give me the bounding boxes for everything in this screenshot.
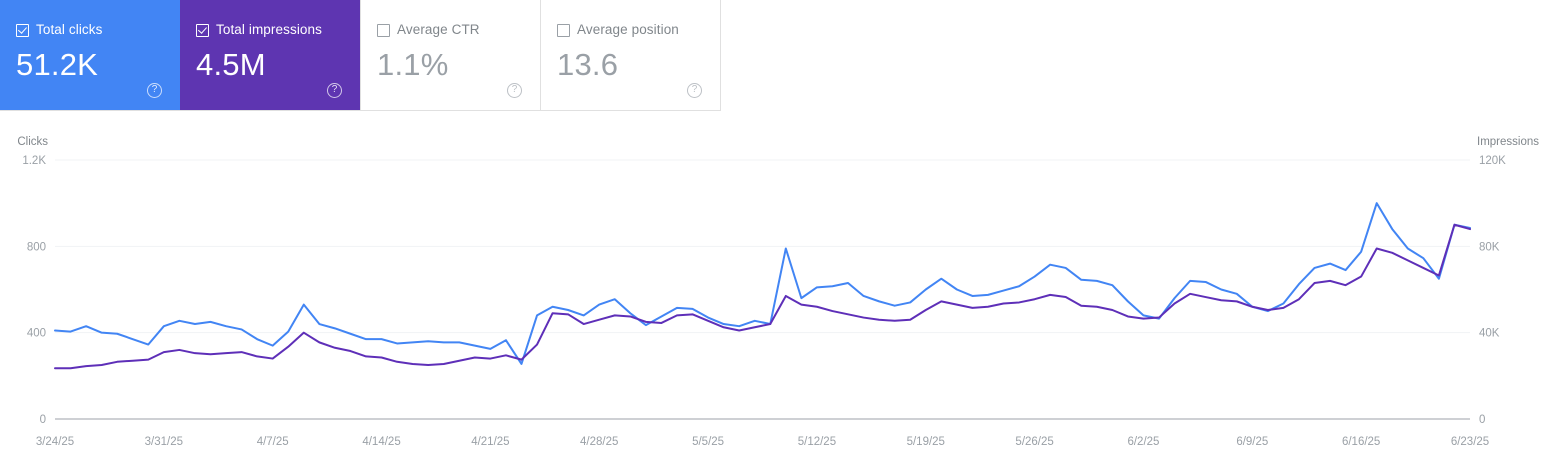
metric-label: Average CTR bbox=[397, 22, 480, 37]
right-axis-tick: 80K bbox=[1479, 241, 1500, 253]
x-axis-tick: 5/5/25 bbox=[692, 436, 724, 448]
x-axis-tick: 4/28/25 bbox=[580, 436, 618, 448]
x-axis-tick: 6/2/25 bbox=[1127, 436, 1159, 448]
left-axis-tick: 400 bbox=[27, 328, 46, 340]
x-axis-tick: 5/19/25 bbox=[907, 436, 945, 448]
help-icon[interactable]: ? bbox=[147, 83, 162, 98]
metric-card-1[interactable]: Total impressions 4.5M? bbox=[180, 0, 360, 110]
x-axis-tick: 4/21/25 bbox=[471, 436, 509, 448]
series-line-clicks bbox=[54, 202, 1471, 365]
metric-value: 4.5M bbox=[196, 47, 266, 82]
series-line-impressions bbox=[54, 223, 1471, 370]
x-axis-tick: 3/24/25 bbox=[36, 436, 74, 448]
right-axis-title: Impressions bbox=[1477, 136, 1539, 148]
checkbox-icon[interactable] bbox=[557, 23, 570, 37]
x-axis-tick: 4/14/25 bbox=[362, 436, 400, 448]
x-axis-tick: 4/7/25 bbox=[257, 436, 289, 448]
left-axis-tick: 1.2K bbox=[22, 155, 46, 167]
metric-value: 51.2K bbox=[16, 47, 99, 82]
x-axis-tick: 5/12/25 bbox=[798, 436, 836, 448]
x-axis-tick: 6/16/25 bbox=[1342, 436, 1380, 448]
checkbox-icon[interactable] bbox=[377, 23, 390, 37]
x-axis-tick: 6/23/25 bbox=[1451, 436, 1489, 448]
metric-card-row: Total clicks 51.2K? Total impressions 4.5M?… bbox=[0, 0, 721, 111]
metric-card-3[interactable]: Average position 13.6? bbox=[540, 0, 720, 110]
metric-header: Average position bbox=[557, 22, 720, 38]
x-axis-tick: 3/31/25 bbox=[145, 436, 183, 448]
performance-chart: Clicks Impressions 0 400 800 1.2K 0 40K 80K 120K 3… bbox=[0, 111, 1557, 474]
metric-card-0[interactable]: Total clicks 51.2K? bbox=[0, 0, 180, 110]
metric-card-2[interactable]: Average CTR 1.1%? bbox=[360, 0, 540, 110]
metric-header: Total clicks bbox=[16, 22, 180, 38]
help-icon[interactable]: ? bbox=[687, 83, 702, 98]
right-axis-tick: 0 bbox=[1479, 414, 1485, 426]
help-icon[interactable]: ? bbox=[327, 83, 342, 98]
metric-header: Average CTR bbox=[377, 22, 540, 38]
left-axis-title: Clicks bbox=[17, 136, 48, 148]
left-axis-tick: 0 bbox=[40, 414, 46, 426]
x-axis-tick: 6/9/25 bbox=[1236, 436, 1268, 448]
checkbox-icon[interactable] bbox=[196, 23, 209, 37]
right-axis-tick: 40K bbox=[1479, 328, 1500, 340]
help-icon[interactable]: ? bbox=[507, 83, 522, 98]
metric-label: Total clicks bbox=[36, 22, 103, 37]
chart-svg: Clicks Impressions 0 400 800 1.2K 0 40K 80K 120K 3… bbox=[17, 136, 1539, 448]
metric-value: 13.6 bbox=[557, 47, 619, 82]
metric-label: Average position bbox=[577, 22, 679, 37]
metric-label: Total impressions bbox=[216, 22, 322, 37]
metric-value: 1.1% bbox=[377, 47, 449, 82]
left-axis-tick: 800 bbox=[27, 241, 46, 253]
checkbox-icon[interactable] bbox=[16, 23, 29, 37]
metric-header: Total impressions bbox=[196, 22, 360, 38]
right-axis-tick: 120K bbox=[1479, 155, 1506, 167]
x-axis-tick: 5/26/25 bbox=[1015, 436, 1053, 448]
